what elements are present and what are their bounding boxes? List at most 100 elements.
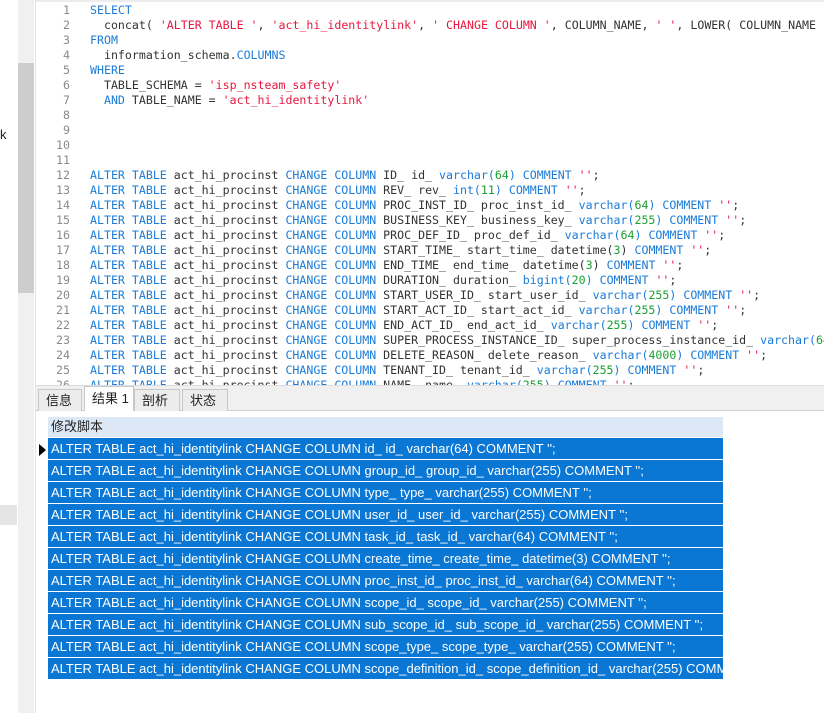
code-line[interactable]: ALTER TABLE act_hi_procinst CHANGE COLUM… [90, 198, 739, 212]
code-token: AND [103, 93, 125, 107]
line-number: 19 [56, 273, 70, 287]
code-line[interactable]: ALTER TABLE act_hi_procinst CHANGE COLUM… [90, 318, 718, 332]
code-line[interactable]: AND TABLE_NAME = 'act_hi_identitylink' [90, 93, 369, 107]
code-line[interactable]: ALTER TABLE act_hi_procinst CHANGE COLUM… [90, 273, 676, 287]
result-row[interactable]: ALTER TABLE act_hi_identitylink CHANGE C… [48, 482, 723, 503]
code-line[interactable]: ALTER TABLE act_hi_procinst CHANGE COLUM… [90, 363, 704, 377]
code-token: ) COMMENT [634, 228, 705, 242]
code-token: END_ACT_ID_ end_act_id_ [376, 318, 551, 332]
code-line[interactable]: FROM [90, 33, 118, 47]
code-line[interactable]: SELECT [90, 3, 132, 17]
code-token: ; [592, 168, 600, 182]
code-token: SELECT [90, 3, 132, 17]
line-number: 26 [56, 378, 70, 385]
code-token: CHANGE COLUMN [285, 333, 377, 347]
line-number: 25 [56, 363, 70, 377]
code-token: 64 [634, 198, 649, 212]
code-line[interactable]: ALTER TABLE act_hi_procinst CHANGE COLUM… [90, 258, 683, 272]
code-token: 11 [480, 183, 495, 197]
result-row[interactable]: ALTER TABLE act_hi_identitylink CHANGE C… [48, 526, 723, 547]
line-number: 23 [56, 333, 70, 347]
code-line[interactable]: ALTER TABLE act_hi_procinst CHANGE COLUM… [90, 168, 600, 182]
code-token: varchar( [578, 213, 635, 227]
result-row[interactable]: ALTER TABLE act_hi_identitylink CHANGE C… [48, 504, 723, 525]
code-line[interactable]: ALTER TABLE act_hi_procinst CHANGE COLUM… [90, 288, 760, 302]
result-row[interactable]: ALTER TABLE act_hi_identitylink CHANGE C… [48, 460, 723, 481]
code-token: '' [697, 318, 712, 332]
code-token: varchar( [536, 363, 593, 377]
code-line[interactable]: ALTER TABLE act_hi_procinst CHANGE COLUM… [90, 303, 746, 317]
code-token: information_schema. [90, 48, 237, 62]
code-line[interactable]: TABLE_SCHEMA = 'isp_nsteam_safety' [90, 78, 341, 92]
code-token: act_hi_procinst [166, 303, 286, 317]
code-line[interactable]: ALTER TABLE act_hi_procinst CHANGE COLUM… [90, 378, 635, 385]
code-token: CHANGE COLUMN [285, 168, 377, 182]
code-token: ALTER TABLE [90, 348, 167, 362]
code-token: '' [739, 288, 754, 302]
left-panel: k [0, 0, 36, 713]
code-token: END_TIME_ end_time_ datetime( [376, 258, 586, 272]
code-token: act_hi_procinst [166, 273, 286, 287]
left-panel-selected-item[interactable] [0, 505, 17, 525]
code-line[interactable]: information_schema.COLUMNS [90, 48, 286, 62]
code-token: 255 [634, 303, 656, 317]
code-line[interactable]: WHERE [90, 63, 125, 77]
result-row[interactable]: ALTER TABLE act_hi_identitylink CHANGE C… [48, 636, 723, 657]
code-token: varchar( [760, 333, 816, 347]
result-row[interactable]: ALTER TABLE act_hi_identitylink CHANGE C… [48, 614, 723, 635]
code-token: , COLUMN_NAME, [550, 18, 656, 32]
sql-editor[interactable]: 1 SELECT 2 concat( 'ALTER TABLE ', 'act_hi… [36, 2, 824, 385]
result-row[interactable]: ALTER TABLE act_hi_identitylink CHANGE C… [48, 658, 723, 679]
left-scrollbar-thumb[interactable] [18, 63, 34, 293]
code-token: 255 [606, 318, 628, 332]
code-token: ; [697, 363, 705, 377]
code-token: act_hi_procinst [166, 378, 286, 385]
code-token: concat( [90, 18, 160, 32]
code-token: ; [718, 228, 726, 242]
column-header[interactable]: 修改脚本 [48, 417, 723, 437]
code-token: DURATION_ duration_ [376, 273, 523, 287]
line-number: 7 [63, 93, 70, 107]
code-token: ALTER TABLE [90, 318, 167, 332]
tab-info[interactable]: 信息 [38, 389, 82, 412]
code-line[interactable]: ALTER TABLE act_hi_procinst CHANGE COLUM… [90, 228, 725, 242]
code-token: ) COMMENT [655, 213, 726, 227]
code-token: ' CHANGE COLUMN ' [432, 18, 551, 32]
tab-status[interactable]: 状态 [182, 389, 228, 412]
code-line[interactable]: ALTER TABLE act_hi_procinst CHANGE COLUM… [90, 348, 767, 362]
code-token: ) COMMENT [613, 363, 684, 377]
code-token: TABLE_NAME = [124, 93, 223, 107]
code-token: '' [718, 198, 733, 212]
code-token: ALTER TABLE [90, 303, 167, 317]
tab-profile[interactable]: 剖析 [134, 389, 180, 412]
code-token: 255 [522, 378, 544, 385]
line-number: 8 [63, 108, 70, 122]
code-line[interactable]: ALTER TABLE act_hi_procinst CHANGE COLUM… [90, 213, 746, 227]
code-token: ) COMMENT [508, 168, 579, 182]
code-token: ; [732, 198, 740, 212]
line-number: 17 [56, 243, 70, 257]
result-row[interactable]: ALTER TABLE act_hi_identitylink CHANGE C… [48, 548, 723, 569]
code-token: ) [592, 258, 607, 272]
code-token: ; [704, 243, 712, 257]
tab-result-1[interactable]: 结果 1 [84, 386, 134, 412]
code-line[interactable]: ALTER TABLE act_hi_procinst CHANGE COLUM… [90, 183, 586, 197]
code-token: CHANGE COLUMN [285, 273, 377, 287]
result-row[interactable]: ALTER TABLE act_hi_identitylink CHANGE C… [48, 592, 723, 613]
result-row[interactable]: ALTER TABLE act_hi_identitylink CHANGE C… [48, 438, 723, 459]
code-token: ) COMMENT [655, 303, 726, 317]
line-number: 12 [56, 168, 70, 182]
code-token: 64 [815, 333, 824, 347]
code-token: 'act_hi_identitylink' [222, 93, 370, 107]
line-number: 16 [56, 228, 70, 242]
code-token: CHANGE COLUMN [285, 228, 377, 242]
code-line[interactable]: ALTER TABLE act_hi_procinst CHANGE COLUM… [90, 333, 824, 347]
line-number: 10 [56, 138, 70, 152]
code-token: 255 [648, 288, 670, 302]
code-line[interactable]: ALTER TABLE act_hi_procinst CHANGE COLUM… [90, 243, 711, 257]
result-row[interactable]: ALTER TABLE act_hi_identitylink CHANGE C… [48, 570, 723, 591]
line-number: 9 [63, 123, 70, 137]
code-token: CHANGE COLUMN [285, 213, 377, 227]
code-line[interactable]: concat( 'ALTER TABLE ', 'act_hi_identity… [90, 18, 816, 32]
line-number: 2 [63, 18, 70, 32]
